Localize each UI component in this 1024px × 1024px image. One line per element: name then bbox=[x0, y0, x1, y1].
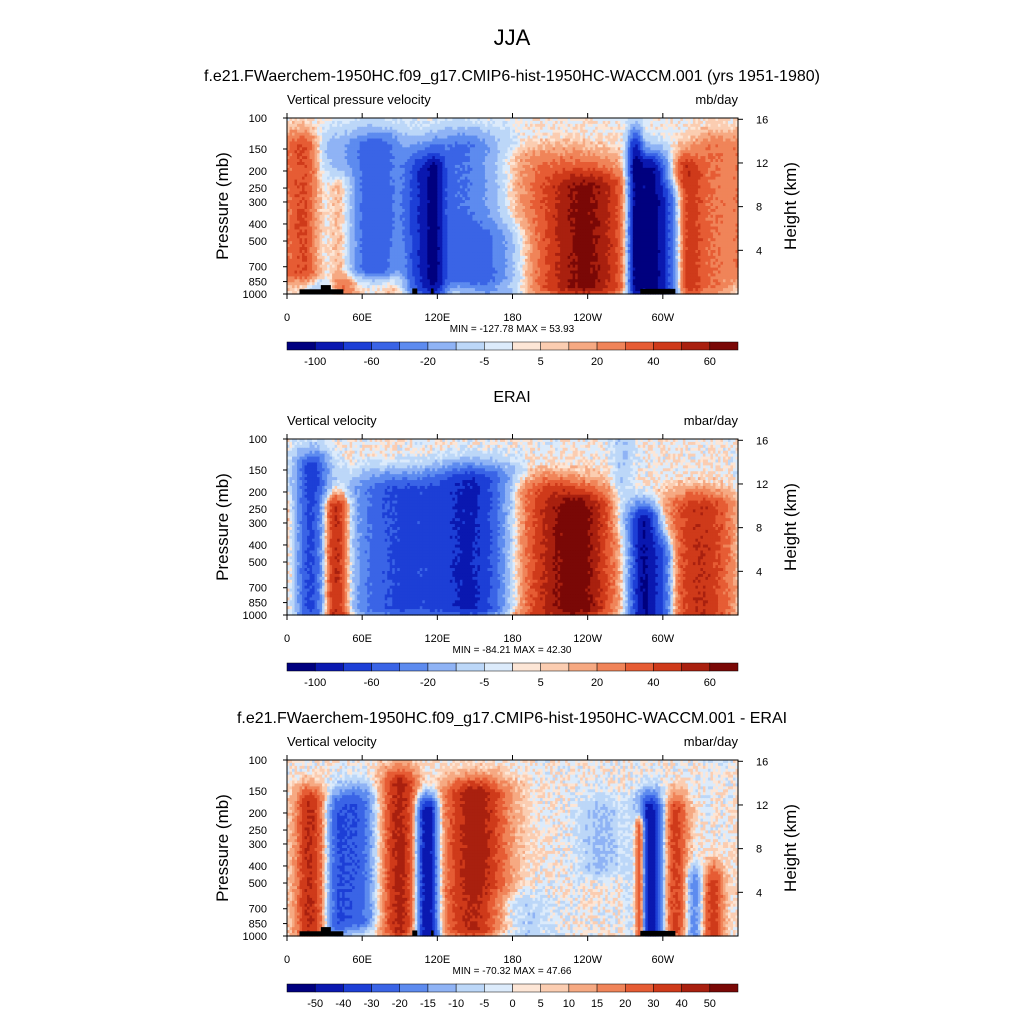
contour-field bbox=[287, 118, 739, 295]
units-label: mb/day bbox=[695, 92, 738, 107]
variable-name: Vertical pressure velocity bbox=[287, 92, 431, 107]
panel-title: f.e21.FWaerchem-1950HC.f09_g17.CMIP6-his… bbox=[204, 68, 820, 85]
panel-1: f.e21.FWaerchem-1950HC.f09_g17.CMIP6-his… bbox=[204, 68, 820, 368]
panels: f.e21.FWaerchem-1950HC.f09_g17.CMIP6-his… bbox=[204, 68, 820, 1010]
figure-title: JJA bbox=[494, 25, 531, 50]
